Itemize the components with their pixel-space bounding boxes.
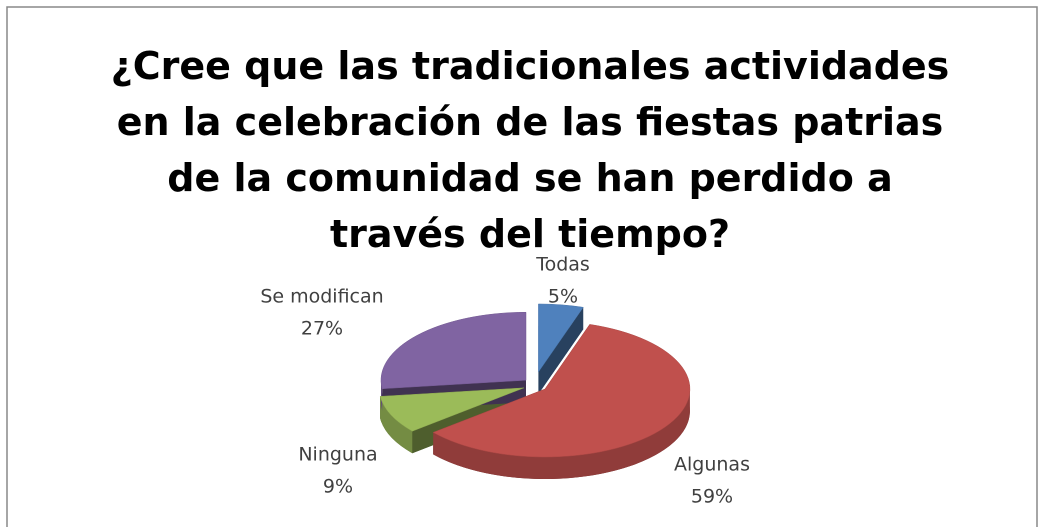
slice-value-label: 27%: [301, 318, 343, 340]
slice-value-label: 9%: [323, 476, 353, 498]
slice-label: Se modifican: [260, 286, 383, 308]
labels: Todas 5% Algunas 59% Ninguna 9% Se modifican 27…: [260, 254, 750, 508]
slice: [538, 303, 584, 373]
pie: [379, 303, 691, 480]
slice-wall: [433, 389, 690, 480]
chart-title: ¿Cree que las tradicionales actividades …: [110, 44, 950, 256]
slice: [379, 387, 525, 432]
slice-label: Algunas: [674, 454, 750, 476]
slice-side: [538, 307, 584, 394]
slice-wall: [380, 396, 413, 454]
slice-value-label: 5%: [548, 286, 578, 308]
slice: [432, 324, 691, 458]
slice-value-label: 59%: [691, 486, 733, 508]
slice: [380, 311, 527, 390]
slice-label: Todas: [535, 254, 590, 276]
slice-label: Ninguna: [298, 444, 377, 466]
